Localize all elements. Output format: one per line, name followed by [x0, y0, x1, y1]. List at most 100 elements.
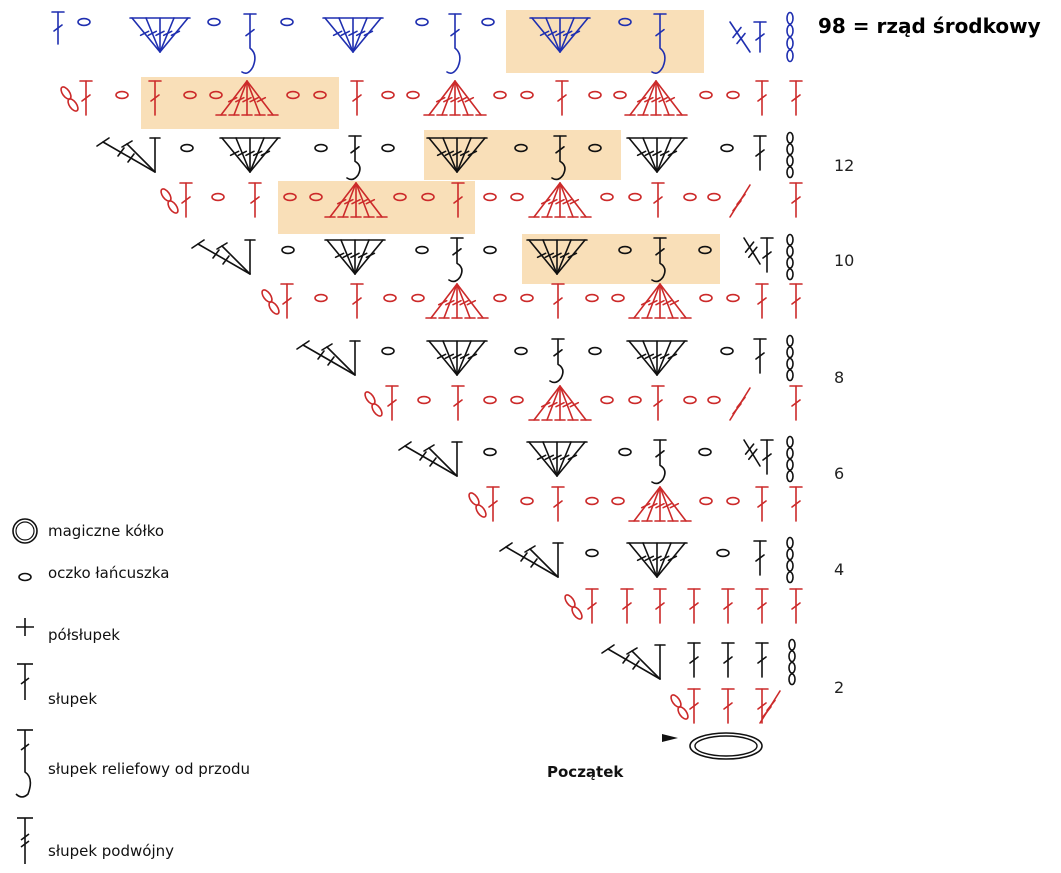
legend-label: słupek reliefowy od przodu [48, 760, 251, 778]
chain-stitch-symbol [211, 192, 225, 202]
double-crochet-symbol [789, 283, 803, 319]
chain-stitch-symbol [611, 496, 625, 506]
edge-treble-group-symbol [499, 542, 564, 578]
double-crochet-symbol [755, 688, 769, 724]
double-crochet-symbol [248, 182, 262, 218]
legend-label: słupek [48, 690, 98, 708]
shell-v-symbol [219, 137, 281, 173]
edge-treble-group-symbol [96, 137, 161, 173]
edge-chain-symbol [670, 694, 689, 720]
chain-stitch-symbol [510, 395, 524, 405]
double-crochet-symbol [79, 80, 93, 116]
chain-stitch-symbol [699, 293, 713, 303]
chain-stitch-symbol [618, 17, 632, 27]
double-crochet-symbol [486, 486, 500, 522]
chain-stitch-symbol [415, 17, 429, 27]
shell-a-symbol [528, 385, 592, 421]
chain-stitch-symbol [618, 245, 632, 255]
chain-stitch-symbol [314, 143, 328, 153]
shell-v-symbol [526, 239, 588, 275]
repeat-highlight [278, 181, 475, 234]
double-crochet-symbol [653, 588, 667, 624]
legend-item-chain-stitch: oczko łańcuszka [6, 556, 326, 596]
chain-stitch-symbol [699, 90, 713, 100]
double-crochet-symbol [760, 237, 774, 273]
edge-treble-group-symbol [191, 239, 256, 275]
chain-stitch-symbol [707, 192, 721, 202]
double-crochet-symbol [179, 182, 193, 218]
shell-v-symbol [529, 17, 591, 53]
repeat-highlight [522, 234, 720, 284]
chain-stitch-symbol [493, 293, 507, 303]
stitch-symbols [51, 11, 803, 724]
double-crochet-symbol [350, 283, 364, 319]
chain-stitch-symbol [611, 293, 625, 303]
chain-stitch-symbol [600, 192, 614, 202]
shell-a-symbol [528, 182, 592, 218]
shell-a-symbol [324, 182, 388, 218]
shell-a-symbol [425, 283, 489, 319]
chain-stitch-symbol [514, 143, 528, 153]
chart-title: 98 = rząd środkowy [818, 14, 1041, 38]
chain-stitch-symbol [483, 447, 497, 457]
chain-stitch-symbol [585, 548, 599, 558]
edge-chain-symbol [261, 289, 280, 315]
legend-item-front-post-double-crochet: słupek reliefowy od przodu [6, 724, 326, 804]
chain-stitch-symbol [481, 17, 495, 27]
double-crochet-symbol [721, 688, 735, 724]
edge-treble-group-symbol [398, 441, 463, 477]
chain-stitch-symbol [726, 496, 740, 506]
front-post-double-crochet-symbol [549, 338, 565, 384]
chain-stitch-symbol [313, 90, 327, 100]
chain-stitch-symbol [286, 90, 300, 100]
front-post-double-crochet-symbol [651, 237, 667, 283]
shell-v-symbol [322, 17, 384, 53]
chain-stitch-symbol [381, 346, 395, 356]
double-crochet-symbol [651, 385, 665, 421]
chain-stitch-symbol [415, 245, 429, 255]
chain-stitch-symbol [720, 143, 734, 153]
chain-stitch-symbol [314, 293, 328, 303]
double-crochet-symbol [755, 80, 769, 116]
double-crochet-symbol [789, 182, 803, 218]
chain-stitch-symbol [309, 192, 323, 202]
double-crochet-symbol [753, 21, 767, 53]
row-label-8: 8 [834, 368, 845, 387]
double-crochet-symbol [585, 588, 599, 624]
chain-stitch-symbol [207, 17, 221, 27]
front-post-double-crochet-symbol [551, 135, 567, 181]
repeat-highlights [141, 10, 720, 284]
double-crochet-symbol [753, 135, 767, 171]
shell-v-symbol [626, 137, 688, 173]
double-crochet-symbol [551, 283, 565, 319]
chain-stitch-symbol [483, 192, 497, 202]
chain-stitch-symbol [406, 90, 420, 100]
chain-stitch-symbol [281, 245, 295, 255]
chain-stitch-symbol [510, 192, 524, 202]
chain-stitch-symbol [520, 90, 534, 100]
double-crochet-symbol [755, 486, 769, 522]
shell-v-symbol [426, 137, 488, 173]
chain-stitch-symbol [393, 192, 407, 202]
chain-stitch-symbol [683, 395, 697, 405]
turning-chain-symbol [786, 11, 794, 63]
treble-crochet-icon [17, 817, 33, 864]
chain-stitch-symbol [726, 293, 740, 303]
shell-a-symbol [628, 283, 692, 319]
treble-crochet-symbol [759, 690, 781, 724]
chain-stitch-symbol [683, 192, 697, 202]
edge-chain-symbol [564, 594, 583, 620]
double-crochet-symbol [789, 80, 803, 116]
edge-chain-symbol [364, 391, 383, 417]
chain-stitch-symbol [283, 192, 297, 202]
chain-stitch-symbol [588, 90, 602, 100]
double-crochet-symbol [350, 80, 364, 116]
row-label-4: 4 [834, 560, 845, 579]
double-crochet-symbol [755, 283, 769, 319]
double-crochet-symbol [651, 182, 665, 218]
chain-stitch-symbol [421, 192, 435, 202]
turning-chain-symbol [786, 536, 794, 584]
row-label-2: 2 [834, 678, 845, 697]
double-crochet-symbol [721, 642, 735, 678]
chain-stitch-symbol [585, 293, 599, 303]
